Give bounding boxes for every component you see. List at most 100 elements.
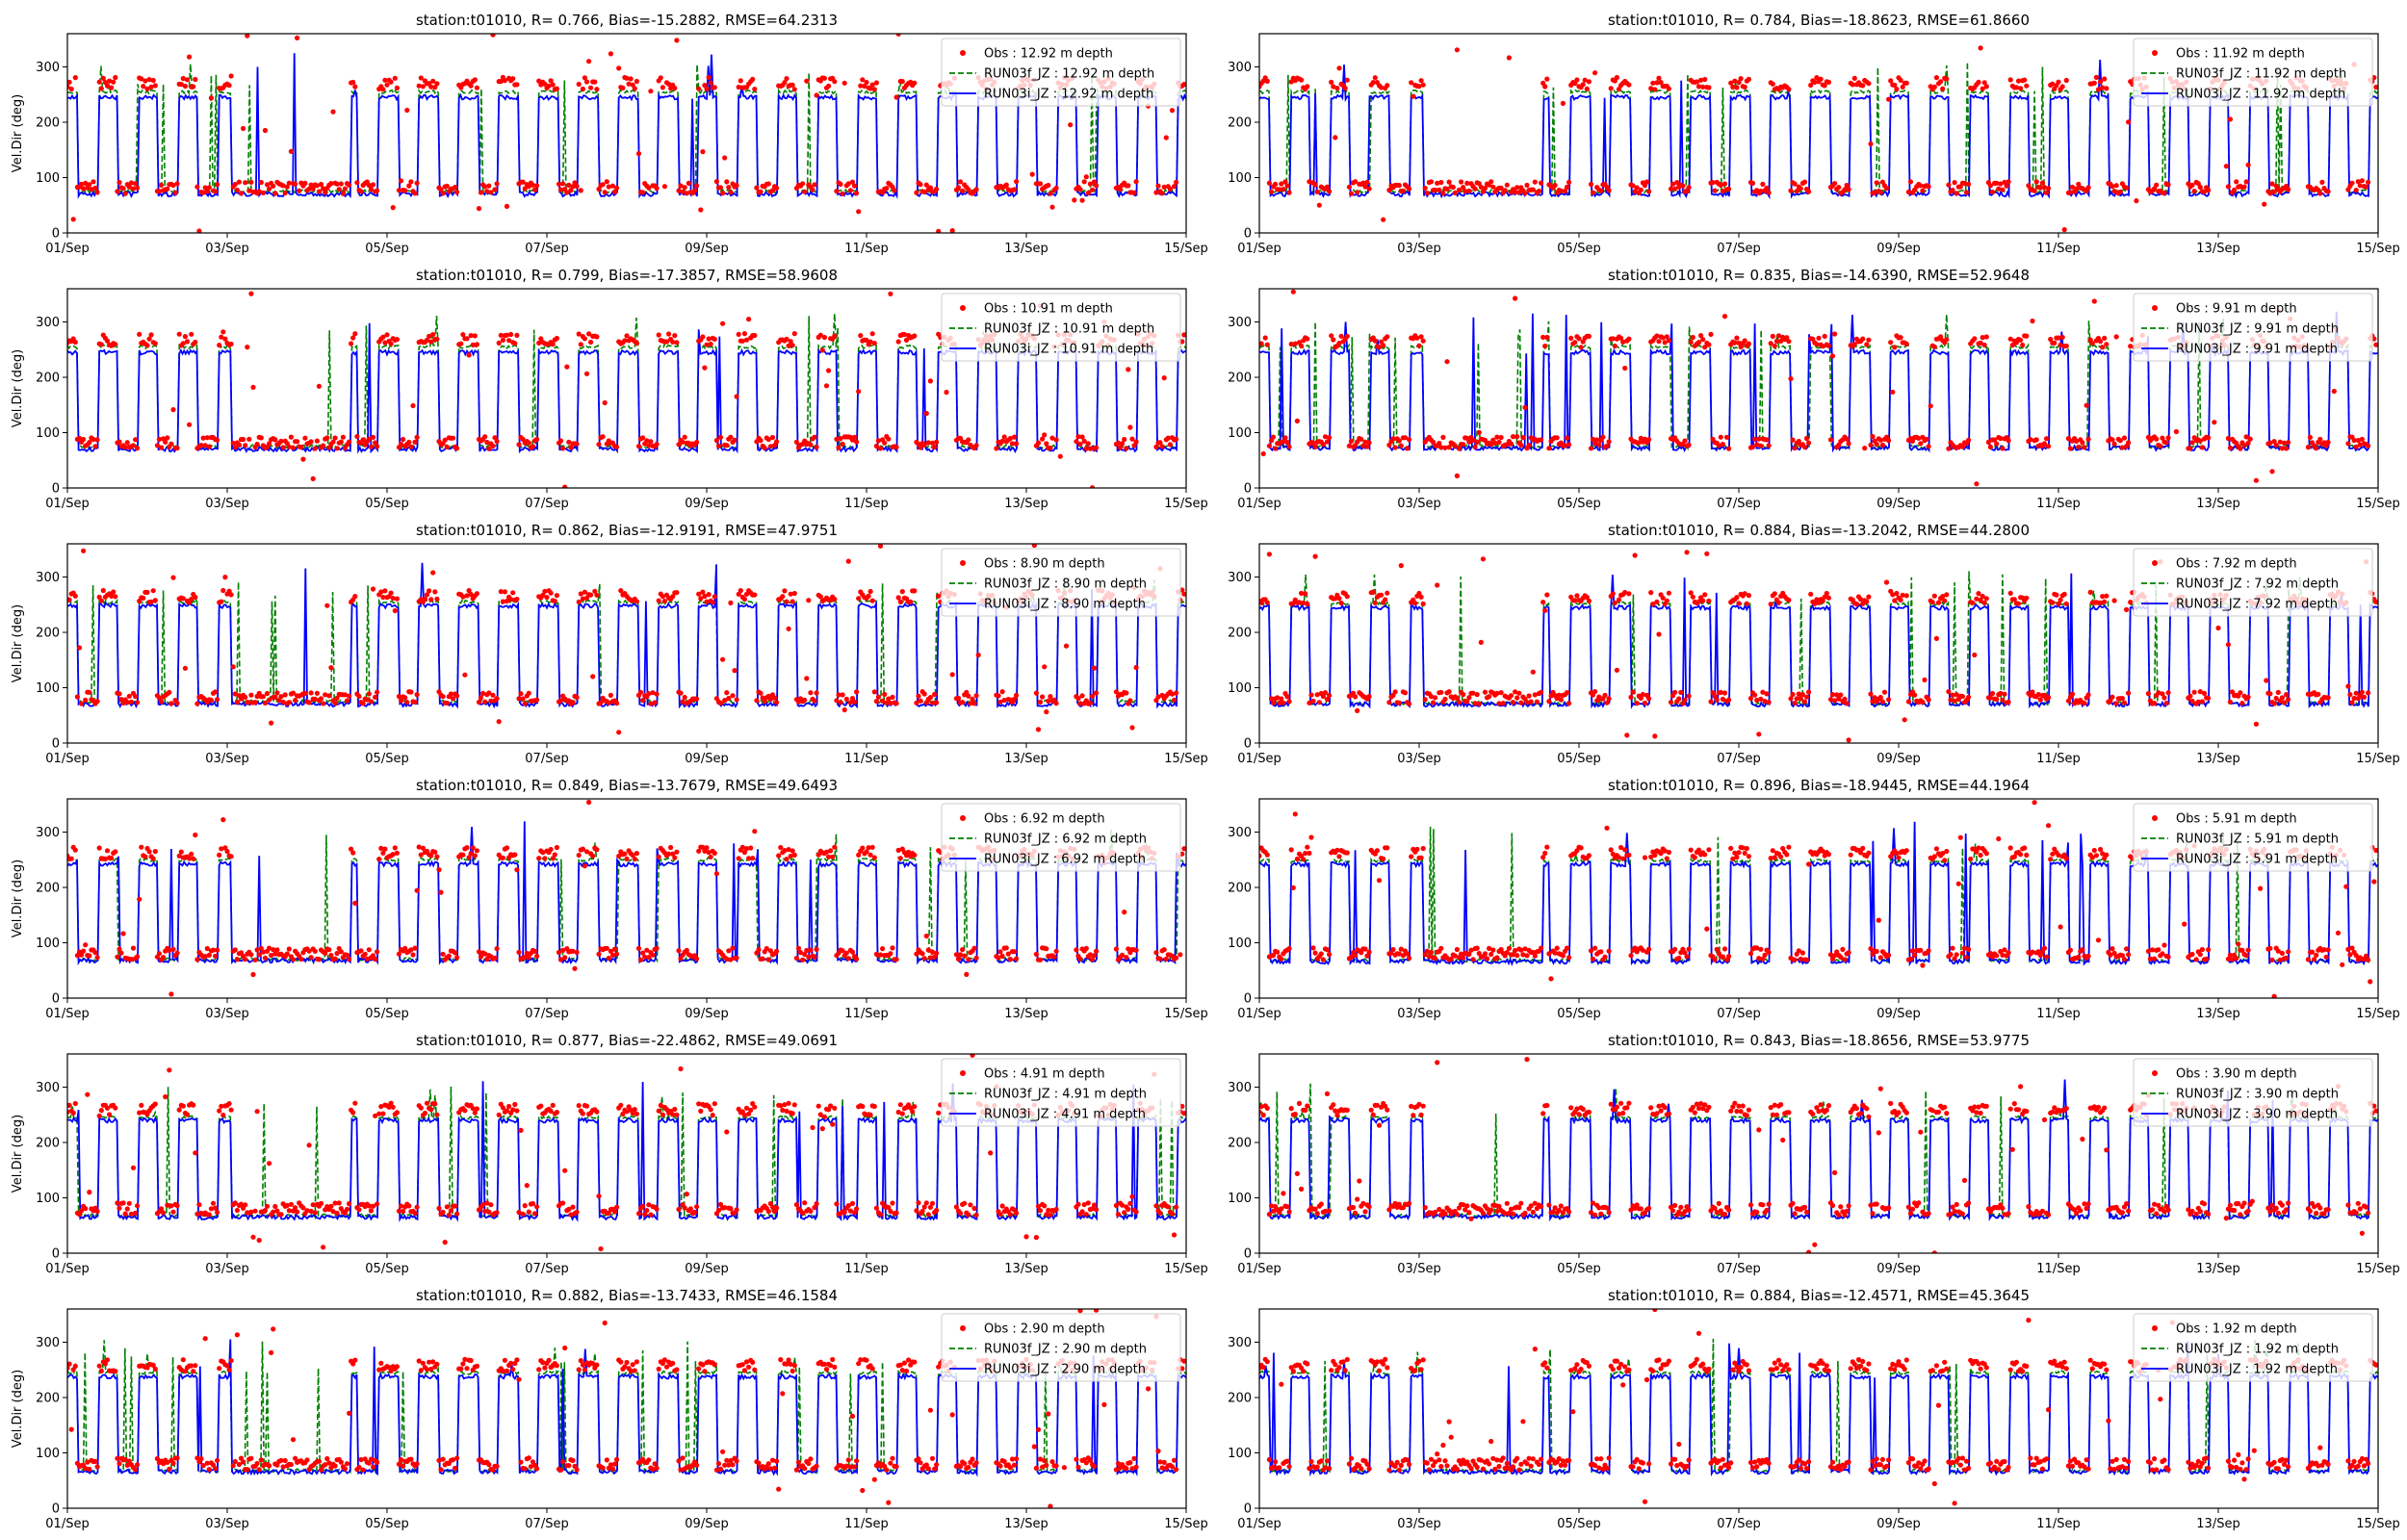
obs-point	[1488, 179, 1494, 185]
obs-point	[1892, 345, 1898, 350]
obs-point	[576, 81, 582, 88]
obs-point	[2011, 854, 2017, 860]
obs-point	[98, 1108, 104, 1114]
obs-point	[1174, 690, 1179, 696]
obs-point	[350, 850, 356, 856]
obs-point	[1089, 485, 1096, 488]
obs-point	[1998, 435, 2004, 442]
obs-point	[70, 217, 76, 222]
obs-point	[1282, 435, 1288, 441]
obs-point	[174, 950, 180, 956]
obs-point	[2165, 690, 2171, 696]
obs-point	[464, 336, 470, 342]
obs-point	[1944, 848, 1950, 855]
obs-point	[165, 435, 170, 441]
obs-point	[2371, 879, 2377, 885]
obs-point	[724, 956, 730, 962]
obs-point	[458, 341, 464, 346]
obs-point	[1174, 955, 1179, 961]
obs-point	[648, 89, 654, 94]
obs-point	[746, 856, 752, 861]
obs-point	[193, 339, 198, 346]
obs-point	[368, 186, 374, 192]
obs-point	[219, 599, 224, 604]
obs-point	[468, 851, 474, 857]
obs-point	[1174, 179, 1179, 185]
obs-point	[1359, 950, 1364, 956]
obs-point	[1572, 598, 1578, 603]
obs-point	[1983, 851, 1989, 857]
obs-point	[504, 203, 510, 209]
obs-point	[215, 437, 220, 443]
obs-point	[1950, 692, 1955, 698]
obs-point	[81, 436, 87, 443]
obs-point	[1344, 77, 1350, 83]
obs-point	[91, 436, 96, 443]
obs-point	[1864, 342, 1870, 347]
obs-point	[215, 182, 220, 188]
x-tick-label: 07/Sep	[525, 242, 568, 256]
obs-point	[1312, 444, 1318, 449]
obs-point	[1794, 696, 1799, 702]
obs-point	[375, 188, 380, 193]
obs-point	[226, 83, 232, 89]
obs-point	[262, 1208, 268, 1214]
series-run03i-line	[1259, 59, 2378, 200]
obs-point	[1407, 186, 1412, 192]
obs-point	[854, 439, 860, 445]
obs-point	[713, 871, 720, 877]
obs-point	[308, 1208, 314, 1214]
obs-point	[382, 846, 388, 852]
obs-point	[1994, 953, 2000, 959]
y-axis-label: Vel.Dir (deg)	[11, 604, 25, 682]
obs-point	[1726, 446, 1732, 451]
obs-point	[1792, 445, 1798, 451]
plot-area	[67, 544, 1186, 735]
obs-point	[2229, 957, 2236, 962]
obs-point	[236, 179, 242, 185]
obs-point	[1094, 445, 1100, 450]
obs-point	[272, 951, 278, 957]
obs-point	[480, 690, 486, 697]
obs-point	[342, 1210, 348, 1216]
axes-frame	[1258, 33, 2379, 234]
obs-point	[869, 331, 875, 337]
obs-point	[1270, 700, 1277, 706]
obs-point	[2013, 85, 2019, 90]
obs-point	[161, 955, 167, 961]
x-tick-label: 05/Sep	[1557, 1007, 1600, 1021]
obs-point	[1754, 697, 1760, 704]
obs-point	[1461, 442, 1466, 448]
obs-point	[1933, 635, 1939, 642]
obs-point	[1646, 946, 1652, 952]
obs-point	[243, 180, 248, 186]
obs-point	[1314, 692, 1320, 698]
obs-point	[280, 699, 286, 705]
obs-point	[180, 341, 186, 346]
obs-point	[334, 950, 340, 957]
obs-point	[276, 698, 282, 704]
obs-point	[1987, 950, 1993, 957]
obs-point	[267, 441, 272, 447]
obs-point	[144, 343, 150, 348]
obs-point	[380, 87, 386, 92]
obs-point	[1572, 340, 1578, 346]
obs-point	[2161, 190, 2167, 196]
obs-point	[1277, 187, 1282, 192]
obs-point	[586, 59, 592, 64]
obs-point	[2083, 402, 2089, 408]
legend-label: RUN03f_JZ : 6.92 m depth	[984, 833, 1147, 847]
obs-point	[245, 34, 250, 38]
obs-point	[1161, 375, 1167, 381]
obs-point	[2113, 183, 2119, 189]
obs-point	[1656, 75, 1662, 81]
obs-point	[973, 693, 979, 699]
obs-point	[912, 333, 918, 339]
obs-point	[1400, 188, 1406, 193]
obs-point	[856, 852, 862, 858]
obs-point	[1952, 956, 1957, 962]
obs-point	[2366, 957, 2371, 962]
obs-point	[1031, 544, 1037, 549]
